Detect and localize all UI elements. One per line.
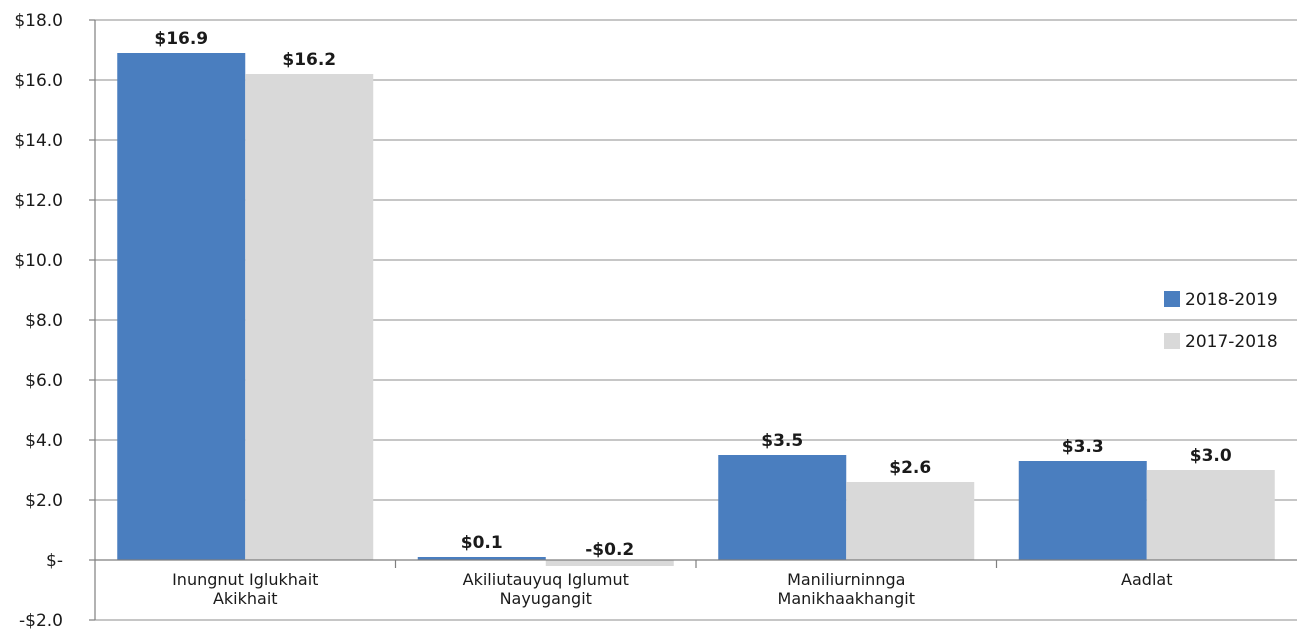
category-label: Nayugangit xyxy=(500,589,592,608)
y-axis-ticks: $18.0 $16.0 $14.0 $12.0 $10.0 $8.0 $6.0 $4.0 $2.… xyxy=(14,11,63,629)
bars xyxy=(117,53,1275,566)
legend-swatch xyxy=(1164,291,1180,307)
category-label: Maniliurninnga xyxy=(787,570,905,589)
category-label: Akiliutauyuq Iglumut xyxy=(463,570,629,589)
legend-label: 2017-2018 xyxy=(1185,332,1278,352)
bar-2018-2019 xyxy=(117,53,246,560)
data-label: $3.5 xyxy=(761,431,803,451)
y-tick-label: $6.0 xyxy=(25,371,63,391)
axes xyxy=(89,19,1297,621)
legend: 2018-2019 2017-2018 xyxy=(1164,290,1278,352)
data-label: $16.9 xyxy=(154,29,208,49)
bar-2018-2019 xyxy=(417,557,546,560)
bar-2018-2019 xyxy=(718,455,847,560)
category-label: Akikhait xyxy=(213,589,278,608)
data-labels: $16.9 $16.2 $0.1 -$0.2 $3.5 $2.6 $3.3 $3.0 xyxy=(154,29,1232,560)
bar-2017-2018 xyxy=(545,560,674,566)
data-label: $16.2 xyxy=(282,50,336,70)
data-label: $3.0 xyxy=(1190,446,1232,466)
y-tick-label: $8.0 xyxy=(25,311,63,331)
legend-label: 2018-2019 xyxy=(1185,290,1278,310)
category-label: Inungnut Iglukhait xyxy=(172,570,318,589)
data-label: $2.6 xyxy=(889,458,931,478)
category-label: Aadlat xyxy=(1121,570,1172,589)
category-label: Manikhaakhangit xyxy=(778,589,915,608)
data-label: -$0.2 xyxy=(585,540,634,560)
bar-2018-2019 xyxy=(1018,461,1147,560)
bar-2017-2018 xyxy=(1146,470,1275,560)
y-tick-label: $2.0 xyxy=(25,491,63,511)
data-label: $3.3 xyxy=(1062,437,1104,457)
legend-swatch xyxy=(1164,333,1180,349)
y-tick-label: $- xyxy=(46,551,63,571)
y-tick-label: $14.0 xyxy=(14,131,63,151)
y-tick-label: $16.0 xyxy=(14,71,63,91)
bar-2017-2018 xyxy=(245,74,374,560)
y-tick-label: $4.0 xyxy=(25,431,63,451)
y-tick-label: $18.0 xyxy=(14,11,63,31)
y-tick-label: $12.0 xyxy=(14,191,63,211)
data-label: $0.1 xyxy=(461,533,503,553)
y-tick-label: -$2.0 xyxy=(19,611,63,629)
y-tick-label: $10.0 xyxy=(14,251,63,271)
bar-2017-2018 xyxy=(846,482,975,560)
